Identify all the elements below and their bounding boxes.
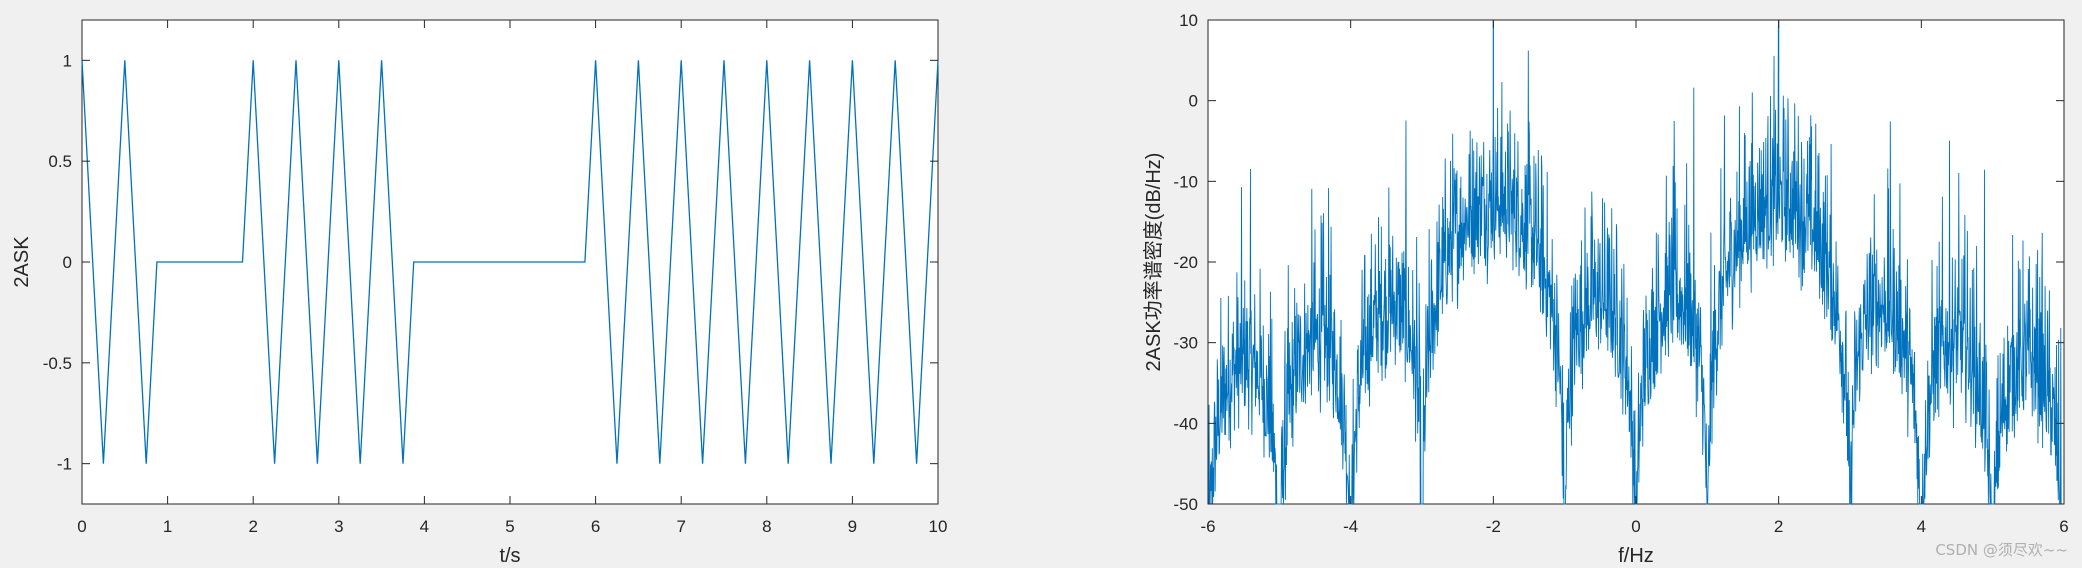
spectrum-ytick-label: -40 (1173, 414, 1198, 433)
time-domain-ytick-label: -1 (57, 455, 72, 474)
time-domain-series (81, 60, 939, 464)
time-domain-ytick-label: 0 (63, 253, 72, 272)
spectrum-xtick-label: -6 (1200, 517, 1215, 536)
time-domain-xtick-label: 6 (591, 517, 600, 536)
spectrum-xtick-label: -4 (1343, 517, 1358, 536)
time-domain-ticks: 0 1 2 3 4 5 6 7 8 9 10 -1 -0.5 0 0.5 1 (43, 20, 948, 536)
time-domain-xtick-label: 9 (848, 517, 857, 536)
watermark: CSDN @须尽欢~~ (1935, 541, 2068, 559)
time-domain-ytick-label: 1 (63, 51, 72, 70)
spectrum-ytick-label: 0 (1189, 92, 1198, 111)
time-domain-xtick-label: 1 (163, 517, 172, 536)
time-domain-xtick-label: 0 (77, 517, 86, 536)
spectrum-ylabel: 2ASK功率谱密度(dB/Hz) (1142, 153, 1165, 372)
spectrum-xtick-label: 6 (2059, 517, 2068, 536)
time-domain-ylabel: 2ASK (11, 236, 33, 288)
spectrum-xlabel: f/Hz (1618, 545, 1654, 567)
time-domain-xlabel: t/s (499, 545, 520, 567)
time-domain-xtick-label: 8 (762, 517, 771, 536)
time-domain-ytick-label: -0.5 (43, 354, 72, 373)
time-domain-xtick-label: 10 (929, 517, 948, 536)
time-domain-xtick-label: 2 (248, 517, 257, 536)
time-domain-axes: 0 1 2 3 4 5 6 7 8 9 10 -1 -0.5 0 0.5 1 t/s 2ASK (11, 19, 948, 567)
spectrum-ytick-label: 10 (1179, 11, 1198, 30)
spectrum-ytick-label: -30 (1173, 334, 1198, 353)
spectrum-xtick-label: -2 (1486, 517, 1501, 536)
spectrum-xtick-label: 4 (1917, 517, 1926, 536)
time-domain-xtick-label: 4 (420, 517, 429, 536)
time-domain-xtick-label: 7 (676, 517, 685, 536)
spectrum-xtick-label: 0 (1631, 517, 1640, 536)
time-domain-ytick-label: 0.5 (48, 152, 72, 171)
time-domain-xtick-label: 5 (505, 517, 514, 536)
spectrum-ytick-label: -20 (1173, 253, 1198, 272)
spectrum-xtick-label: 2 (1774, 517, 1783, 536)
time-domain-waveform-line (81, 60, 939, 464)
spectrum-ytick-label: -10 (1173, 172, 1198, 191)
spectrum-ytick-label: -50 (1173, 495, 1198, 514)
time-domain-xtick-label: 3 (334, 517, 343, 536)
spectrum-plot-area (1207, 19, 2065, 505)
